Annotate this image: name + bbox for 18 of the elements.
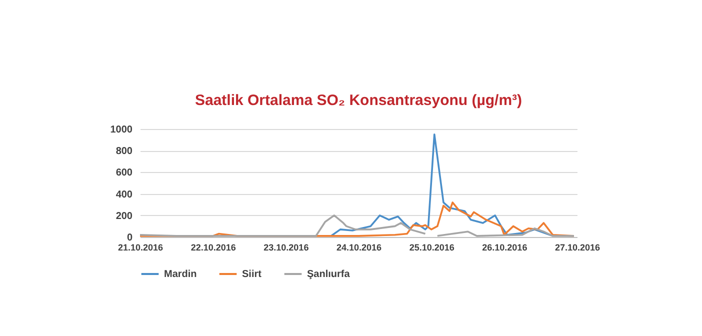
x-tick-label: 25.10.2016 <box>409 242 454 252</box>
legend-label: Siirt <box>242 269 262 280</box>
y-tick-label: 0 <box>126 232 133 244</box>
line-series <box>330 134 554 237</box>
x-tick-label: 23.10.2016 <box>264 242 309 252</box>
y-tick-label: 200 <box>116 210 133 222</box>
y-tick-label: 400 <box>116 189 133 200</box>
x-tick-label: 22.10.2016 <box>190 242 236 252</box>
y-tick-label: 1000 <box>110 124 133 136</box>
x-tick-label: 26.10.2016 <box>482 242 528 252</box>
legend-label: Şanlıurfa <box>307 269 350 280</box>
legend-label: Mardin <box>164 269 197 280</box>
y-tick-label: 600 <box>116 168 133 179</box>
x-tick-label: 24.10.2016 <box>336 242 382 252</box>
y-tick-label: 800 <box>116 146 133 158</box>
x-tick-label: 27.10.2016 <box>554 242 600 252</box>
chart-title: Saatlik Ortalama SO₂ Konsantrasyonu (µg/m³) <box>194 92 522 109</box>
x-tick-label: 21.10.2016 <box>118 242 164 252</box>
